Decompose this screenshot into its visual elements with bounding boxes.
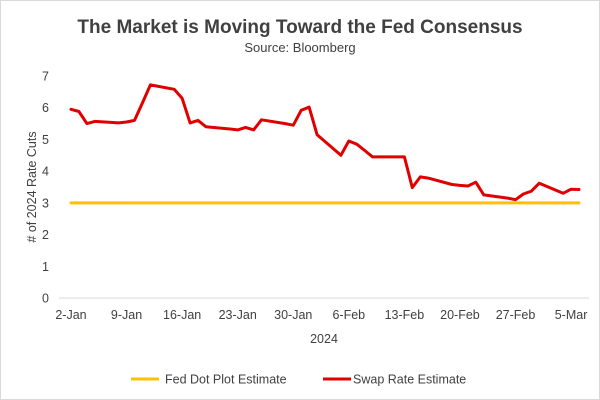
x-tick-label: 13-Feb (385, 308, 425, 322)
y-tick-label: 4 (42, 165, 49, 179)
x-tick-label: 20-Feb (440, 308, 480, 322)
y-tick-label: 2 (42, 228, 49, 242)
chart-subtitle: Source: Bloomberg (244, 40, 355, 55)
x-tick-label: 23-Jan (219, 308, 257, 322)
x-tick-label: 6-Feb (332, 308, 365, 322)
x-tick-label: 27-Feb (496, 308, 536, 322)
y-tick-label: 3 (42, 196, 49, 210)
x-axis-ticks: 2-Jan 9-Jan 16-Jan 23-Jan 30-Jan 6-Feb 13-Feb 2… (55, 308, 587, 322)
legend-label: Fed Dot Plot Estimate (165, 373, 287, 387)
legend-label: Swap Rate Estimate (353, 373, 466, 387)
series-group (69, 83, 581, 205)
x-tick-label: 16-Jan (163, 308, 201, 322)
x-tick-label: 30-Jan (274, 308, 312, 322)
x-tick-label: 2-Jan (55, 308, 86, 322)
y-tick-label: 1 (42, 260, 49, 274)
swap-rate-line (69, 83, 581, 202)
y-axis-label: # of 2024 Rate Cuts (25, 131, 39, 242)
legend: Fed Dot Plot Estimate Swap Rate Estimate (131, 373, 466, 387)
x-tick-label: 5-Mar (555, 308, 588, 322)
x-tick-label: 9-Jan (111, 308, 142, 322)
y-tick-label: 0 (42, 292, 49, 306)
chart-title: The Market is Moving Toward the Fed Cons… (77, 17, 522, 38)
y-tick-label: 6 (42, 101, 49, 115)
y-tick-label: 7 (42, 70, 49, 84)
x-axis-label: 2024 (310, 332, 338, 346)
y-axis-ticks: 0 1 2 3 4 5 6 7 (42, 70, 49, 306)
y-tick-label: 5 (42, 133, 49, 147)
